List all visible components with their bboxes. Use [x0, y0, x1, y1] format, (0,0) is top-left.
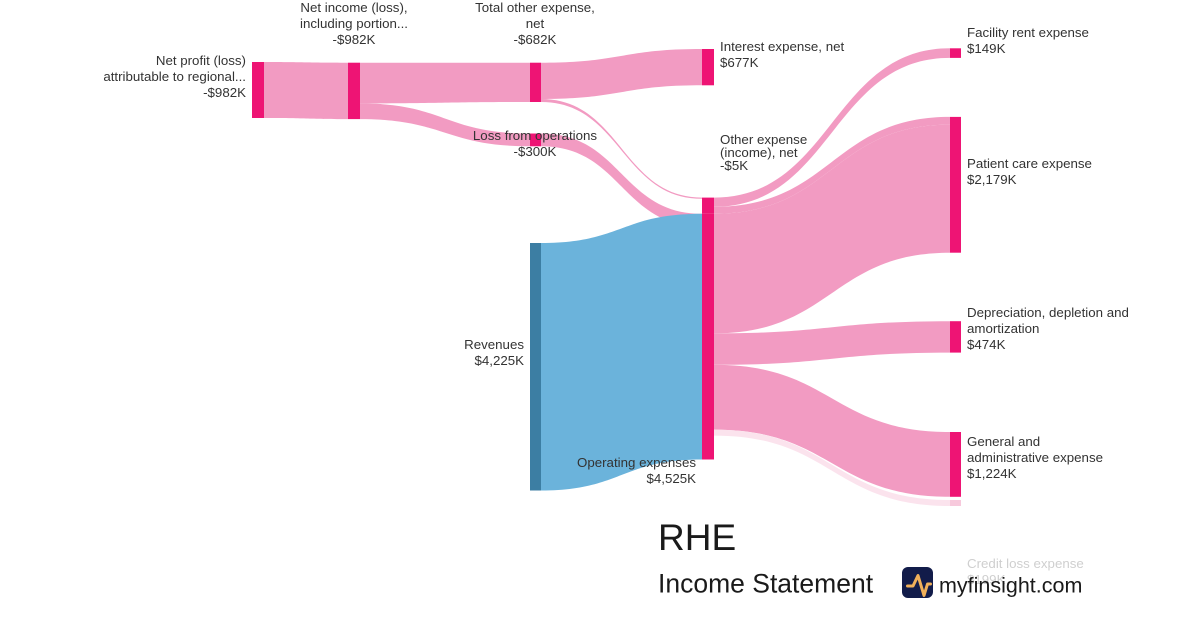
svg-text:$4,525K: $4,525K	[646, 471, 696, 486]
svg-text:-$682K: -$682K	[514, 32, 557, 47]
svg-text:net: net	[526, 16, 545, 31]
svg-text:amortization: amortization	[967, 321, 1039, 336]
svg-text:Interest expense, net: Interest expense, net	[720, 39, 844, 54]
svg-text:Facility rent expense: Facility rent expense	[967, 25, 1089, 40]
svg-text:-$982K: -$982K	[203, 85, 246, 100]
svg-text:Net income (loss),: Net income (loss),	[300, 0, 407, 15]
svg-text:Income Statement: Income Statement	[658, 569, 874, 599]
svg-text:$4,225K: $4,225K	[474, 353, 524, 368]
svg-text:$1,224K: $1,224K	[967, 466, 1017, 481]
svg-text:Operating expenses: Operating expenses	[577, 455, 696, 470]
svg-text:including portion...: including portion...	[300, 16, 408, 31]
svg-text:RHE: RHE	[658, 517, 736, 558]
svg-text:Total other expense,: Total other expense,	[475, 0, 595, 15]
svg-text:Credit loss expense: Credit loss expense	[967, 556, 1084, 571]
svg-text:myfinsight.com: myfinsight.com	[939, 574, 1082, 598]
svg-text:-$5K: -$5K	[720, 158, 748, 173]
svg-text:attributable to regional...: attributable to regional...	[103, 69, 246, 84]
svg-text:Revenues: Revenues	[464, 337, 524, 352]
svg-text:administrative expense: administrative expense	[967, 450, 1103, 465]
svg-text:Depreciation, depletion and: Depreciation, depletion and	[967, 305, 1129, 320]
svg-text:$474K: $474K	[967, 337, 1006, 352]
svg-text:-$982K: -$982K	[333, 32, 376, 47]
svg-text:Patient care expense: Patient care expense	[967, 156, 1092, 171]
svg-text:Loss from operations: Loss from operations	[473, 128, 598, 143]
svg-text:General and: General and	[967, 434, 1040, 449]
svg-text:$2,179K: $2,179K	[967, 172, 1017, 187]
svg-text:$149K: $149K	[967, 41, 1006, 56]
svg-text:-$300K: -$300K	[514, 144, 557, 159]
svg-text:$677K: $677K	[720, 55, 759, 70]
svg-text:Net profit (loss): Net profit (loss)	[156, 53, 246, 68]
